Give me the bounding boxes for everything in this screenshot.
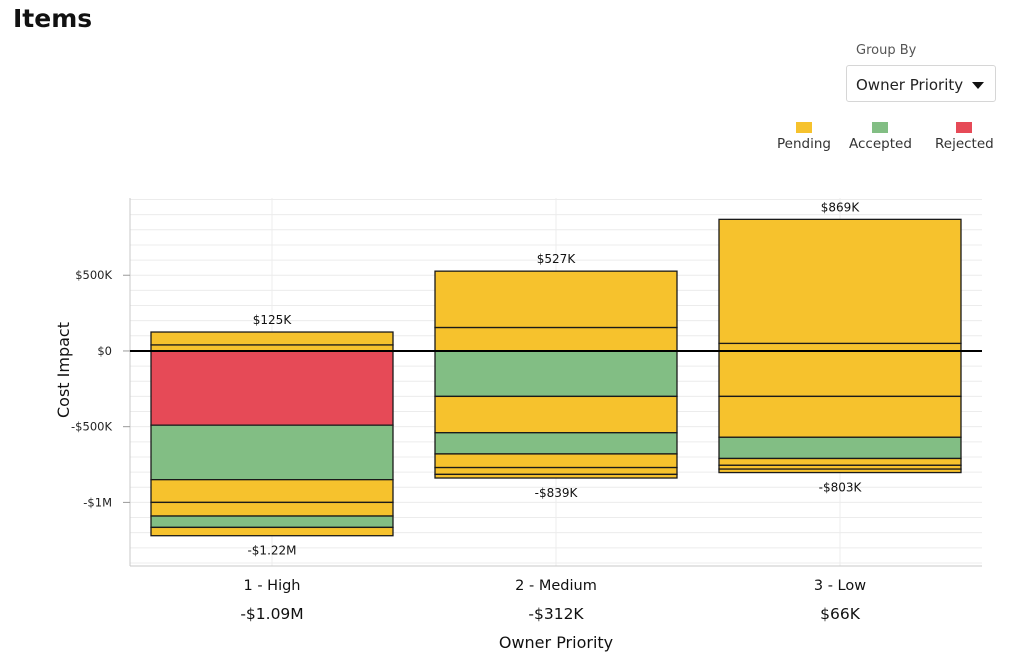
group-by-select[interactable]: Owner Priority — [846, 65, 996, 102]
legend-item-rejected: Rejected — [935, 122, 994, 152]
category-net-value: -$1.09M — [240, 605, 303, 623]
bar-top-label: $125K — [253, 313, 293, 327]
y-tick-label: $500K — [75, 268, 112, 282]
group-by-value: Owner Priority — [856, 76, 964, 94]
bar-segment-accepted — [434, 432, 678, 455]
bar-segment-pending — [434, 473, 678, 479]
legend-label-accepted: Accepted — [849, 136, 912, 152]
bar-segment-pending — [434, 453, 678, 469]
bar-bottom-label: -$1.22M — [247, 544, 296, 558]
bar-segment-accepted — [434, 350, 678, 398]
legend-swatch-rejected — [956, 122, 973, 133]
legend-label-pending: Pending — [777, 136, 831, 152]
bar-segment-pending — [718, 468, 962, 474]
group-by-label: Group By — [856, 43, 917, 58]
bar-segment-pending — [150, 526, 394, 537]
bar-segment-pending — [434, 326, 678, 352]
bar-segment-pending — [150, 479, 394, 504]
bar-segment-pending — [718, 457, 962, 466]
category-net-value: $66K — [820, 605, 861, 623]
chevron-down-icon — [972, 82, 984, 89]
bar-segment-pending — [434, 466, 678, 476]
legend-label-rejected: Rejected — [935, 136, 994, 152]
y-tick-label: -$1M — [83, 495, 112, 509]
bar-segment-accepted — [718, 436, 962, 460]
bar-segment-pending — [718, 395, 962, 438]
bar-segment-pending — [150, 331, 394, 346]
bar-bottom-label: -$803K — [819, 481, 863, 495]
bar-segment-pending — [434, 270, 678, 329]
bar-segment-pending — [434, 395, 678, 434]
bar-segment-accepted — [150, 515, 394, 529]
x-axis-title: Owner Priority — [499, 633, 613, 652]
x-tick-label: 1 - High — [243, 578, 300, 594]
bar-segment-rejected — [150, 350, 394, 426]
page-title: Items — [13, 4, 93, 33]
bar-segment-pending — [150, 501, 394, 517]
bar-segment-pending — [718, 350, 962, 398]
legend-item-pending: Pending — [777, 122, 831, 152]
legend-item-accepted: Accepted — [849, 122, 912, 152]
bar-segment-pending — [718, 218, 962, 345]
x-tick-label: 3 - Low — [814, 578, 866, 594]
legend-swatch-accepted — [872, 122, 889, 133]
bar-segment-accepted — [150, 424, 394, 481]
x-tick-label: 2 - Medium — [515, 578, 597, 594]
bar-top-label: $527K — [537, 252, 577, 266]
y-tick-label: -$500K — [71, 420, 112, 434]
y-axis-title: Cost Impact — [54, 322, 73, 418]
bar-top-label: $869K — [821, 200, 861, 214]
bar-segment-pending — [718, 342, 962, 352]
bar-bottom-label: -$839K — [535, 486, 579, 500]
category-net-value: -$312K — [528, 605, 584, 623]
legend-swatch-pending — [795, 122, 812, 133]
y-tick-label: $0 — [97, 344, 112, 358]
